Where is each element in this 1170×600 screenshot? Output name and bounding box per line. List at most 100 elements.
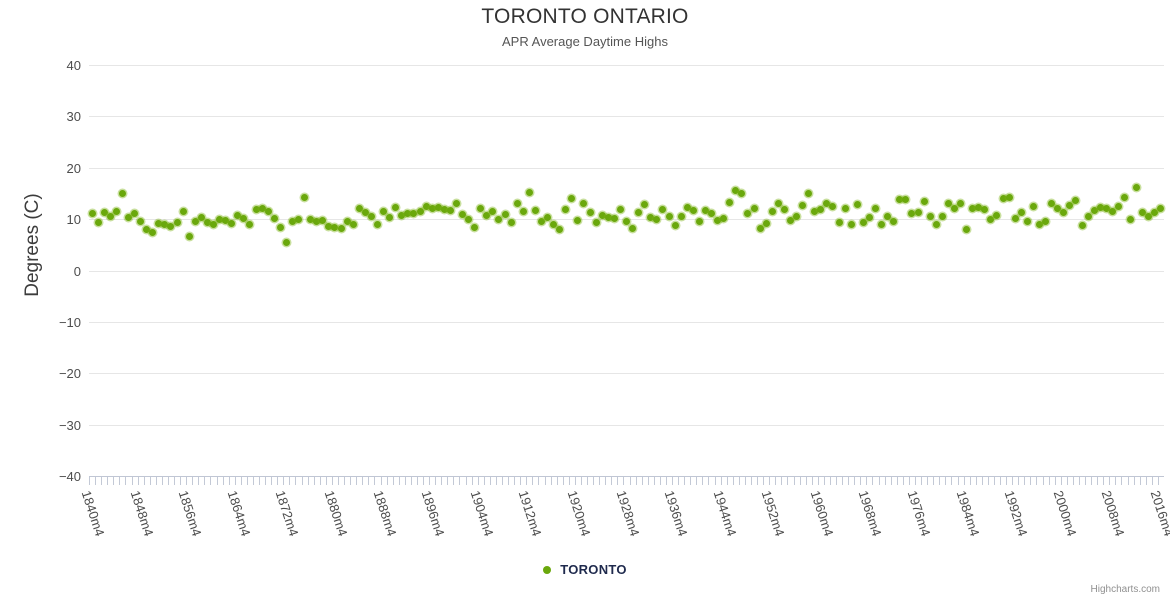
- data-point[interactable]: [131, 210, 139, 218]
- data-point[interactable]: [957, 200, 965, 208]
- data-point[interactable]: [1096, 203, 1104, 211]
- data-point[interactable]: [896, 196, 904, 204]
- data-point[interactable]: [1133, 184, 1141, 192]
- data-point[interactable]: [817, 205, 825, 213]
- highcharts-credit-link[interactable]: Highcharts.com: [1090, 584, 1160, 595]
- data-point[interactable]: [884, 212, 892, 220]
- data-point[interactable]: [228, 220, 236, 228]
- data-point[interactable]: [100, 209, 108, 217]
- data-point[interactable]: [410, 209, 418, 217]
- data-point[interactable]: [434, 203, 442, 211]
- data-point[interactable]: [94, 219, 102, 227]
- data-point[interactable]: [210, 221, 217, 229]
- data-point[interactable]: [301, 194, 309, 202]
- data-point[interactable]: [865, 214, 873, 222]
- data-point[interactable]: [137, 217, 145, 225]
- data-point[interactable]: [331, 224, 339, 232]
- data-point[interactable]: [744, 210, 752, 218]
- data-point[interactable]: [307, 215, 315, 223]
- data-point[interactable]: [191, 217, 199, 225]
- data-point[interactable]: [665, 213, 673, 221]
- data-point[interactable]: [337, 224, 345, 232]
- data-point[interactable]: [179, 207, 187, 215]
- data-point[interactable]: [592, 218, 600, 226]
- data-point[interactable]: [890, 217, 898, 225]
- data-point[interactable]: [367, 212, 375, 220]
- data-point[interactable]: [276, 223, 284, 231]
- data-point[interactable]: [1139, 209, 1147, 217]
- data-point[interactable]: [689, 207, 697, 215]
- data-point[interactable]: [313, 218, 321, 226]
- data-point[interactable]: [483, 211, 491, 219]
- data-point[interactable]: [1048, 199, 1056, 207]
- data-point[interactable]: [471, 224, 479, 232]
- data-point[interactable]: [780, 205, 788, 213]
- data-point[interactable]: [926, 212, 934, 220]
- data-point[interactable]: [386, 214, 394, 222]
- data-point[interactable]: [610, 214, 618, 222]
- data-point[interactable]: [459, 211, 467, 218]
- data-point[interactable]: [805, 190, 813, 198]
- data-point[interactable]: [544, 213, 552, 221]
- data-point[interactable]: [793, 212, 801, 220]
- data-point[interactable]: [616, 206, 624, 214]
- data-point[interactable]: [1017, 209, 1025, 217]
- data-point[interactable]: [932, 220, 940, 228]
- data-point[interactable]: [714, 216, 722, 224]
- data-point[interactable]: [465, 216, 473, 224]
- data-point[interactable]: [574, 216, 582, 224]
- data-point[interactable]: [726, 199, 734, 207]
- data-point[interactable]: [975, 204, 983, 212]
- data-point[interactable]: [799, 202, 807, 210]
- data-point[interactable]: [349, 221, 357, 229]
- data-point[interactable]: [398, 211, 406, 219]
- data-point[interactable]: [829, 203, 837, 211]
- data-point[interactable]: [118, 189, 126, 197]
- data-point[interactable]: [161, 220, 169, 228]
- data-point[interactable]: [774, 199, 782, 207]
- data-point[interactable]: [993, 211, 1001, 219]
- data-point[interactable]: [872, 205, 879, 213]
- data-point[interactable]: [1102, 204, 1110, 212]
- data-point[interactable]: [732, 187, 740, 195]
- data-point[interactable]: [373, 220, 381, 228]
- data-point[interactable]: [519, 208, 527, 216]
- data-point[interactable]: [507, 218, 515, 226]
- data-point[interactable]: [1042, 218, 1050, 226]
- data-point[interactable]: [1084, 212, 1092, 220]
- data-point[interactable]: [537, 217, 545, 225]
- data-point[interactable]: [258, 205, 266, 213]
- data-point[interactable]: [319, 217, 327, 225]
- data-point[interactable]: [811, 208, 819, 216]
- data-point[interactable]: [750, 205, 758, 213]
- data-point[interactable]: [495, 215, 503, 223]
- data-point[interactable]: [446, 206, 454, 214]
- data-point[interactable]: [914, 208, 922, 216]
- data-point[interactable]: [847, 220, 855, 228]
- data-point[interactable]: [635, 209, 643, 217]
- data-point[interactable]: [823, 200, 831, 208]
- data-point[interactable]: [173, 218, 181, 226]
- data-point[interactable]: [963, 225, 971, 233]
- data-point[interactable]: [623, 218, 630, 226]
- data-point[interactable]: [835, 218, 843, 226]
- legend-item-toronto[interactable]: TORONTO: [543, 562, 627, 578]
- data-point[interactable]: [1029, 203, 1037, 211]
- data-point[interactable]: [392, 204, 400, 212]
- data-point[interactable]: [531, 207, 539, 215]
- data-point[interactable]: [234, 211, 242, 219]
- data-point[interactable]: [708, 210, 716, 218]
- data-point[interactable]: [586, 209, 594, 217]
- data-point[interactable]: [361, 209, 369, 217]
- data-point[interactable]: [355, 205, 363, 213]
- data-point[interactable]: [853, 201, 861, 209]
- data-point[interactable]: [653, 215, 661, 223]
- data-point[interactable]: [768, 208, 776, 216]
- data-point[interactable]: [950, 204, 958, 212]
- data-point[interactable]: [1151, 209, 1159, 217]
- data-point[interactable]: [124, 214, 132, 222]
- data-point[interactable]: [295, 216, 303, 224]
- data-point[interactable]: [149, 228, 157, 236]
- data-point[interactable]: [416, 208, 424, 216]
- data-point[interactable]: [380, 207, 388, 215]
